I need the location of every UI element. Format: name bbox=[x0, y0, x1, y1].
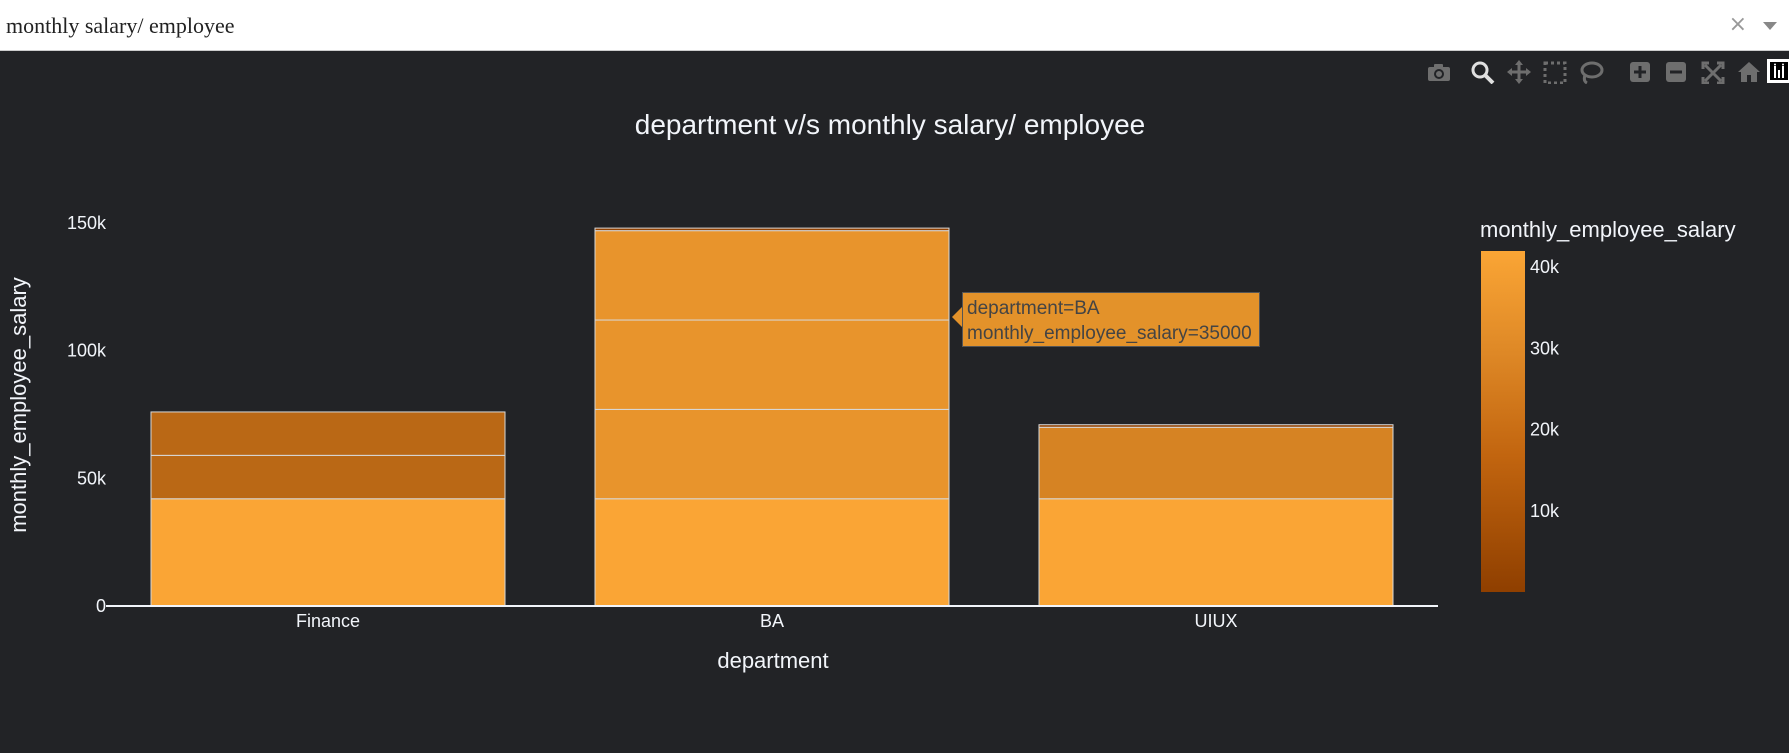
bar-segment-ba-4[interactable] bbox=[594, 230, 950, 321]
x-tick-label-ba: BA bbox=[760, 611, 784, 631]
bar-segment-uiux-2[interactable] bbox=[1038, 426, 1394, 500]
colorbar-tick-label: 10k bbox=[1530, 501, 1560, 521]
plotly-logo-icon[interactable] bbox=[1767, 59, 1789, 83]
bar-segment-uiux-1[interactable] bbox=[1038, 498, 1394, 607]
bar-segment-ba-1[interactable] bbox=[594, 498, 950, 607]
x-axis-title: department bbox=[717, 648, 828, 673]
bar-segment-ba-2[interactable] bbox=[594, 408, 950, 500]
tooltip-line-department: department=BA bbox=[967, 298, 1100, 319]
zoom-icon[interactable] bbox=[1471, 61, 1495, 84]
chart-title: department v/s monthly salary/ employee bbox=[635, 109, 1145, 140]
y-ticks-group: 0 50k 100k 150k bbox=[67, 213, 107, 616]
bar-segment-finance-3[interactable] bbox=[150, 411, 506, 456]
zoom-out-icon[interactable] bbox=[1666, 62, 1686, 82]
reset-axes-icon[interactable] bbox=[1738, 62, 1760, 82]
y-tick-label: 50k bbox=[77, 468, 107, 488]
bar-segment-ba-5[interactable] bbox=[594, 227, 950, 232]
y-tick-label: 100k bbox=[67, 341, 107, 361]
bar-segment-finance-2[interactable] bbox=[150, 454, 506, 500]
lasso-select-icon[interactable] bbox=[1580, 61, 1604, 84]
x-tick-label-uiux: UIUX bbox=[1194, 611, 1237, 631]
camera-icon[interactable] bbox=[1428, 64, 1450, 81]
colorbar bbox=[1481, 251, 1525, 592]
x-tick-label-finance: Finance bbox=[296, 611, 360, 631]
autoscale-icon[interactable] bbox=[1701, 61, 1725, 84]
colorbar-ticks-group: 10k 20k 30k 40k bbox=[1530, 257, 1560, 521]
chevron-down-icon[interactable] bbox=[1763, 22, 1777, 30]
tooltip-line-salary: monthly_employee_salary=35000 bbox=[967, 323, 1252, 344]
x-ticks-group: Finance BA UIUX bbox=[296, 611, 1238, 631]
close-icon[interactable]: × bbox=[1728, 12, 1747, 37]
colorbar-tick-label: 40k bbox=[1530, 257, 1560, 277]
pan-icon[interactable] bbox=[1507, 60, 1531, 84]
dropdown-selected-value: monthly salary/ employee bbox=[6, 13, 235, 38]
hover-tooltip: department=BA monthly_employee_salary=35… bbox=[962, 292, 1260, 347]
colorbar-title: monthly_employee_salary bbox=[1480, 217, 1736, 242]
y-axis-title: monthly_employee_salary bbox=[6, 277, 31, 533]
colorbar-tick-label: 30k bbox=[1530, 338, 1560, 358]
zoom-in-icon[interactable] bbox=[1630, 62, 1650, 82]
tooltip-pointer bbox=[952, 307, 962, 327]
modebar bbox=[1419, 58, 1789, 84]
colorbar-tick-label: 20k bbox=[1530, 420, 1560, 440]
bars-group bbox=[150, 227, 1394, 607]
bar-segment-finance-1[interactable] bbox=[150, 498, 506, 607]
y-tick-label: 150k bbox=[67, 213, 107, 233]
chart-svg: department v/s monthly salary/ employee … bbox=[6, 109, 1736, 673]
y-tick-label: 0 bbox=[96, 596, 106, 616]
metric-dropdown[interactable]: monthly salary/ employee × bbox=[0, 0, 1789, 51]
bar-segment-ba-3[interactable] bbox=[594, 319, 950, 410]
bar-segment-uiux-3[interactable] bbox=[1038, 424, 1394, 428]
box-select-icon[interactable] bbox=[1543, 61, 1567, 84]
